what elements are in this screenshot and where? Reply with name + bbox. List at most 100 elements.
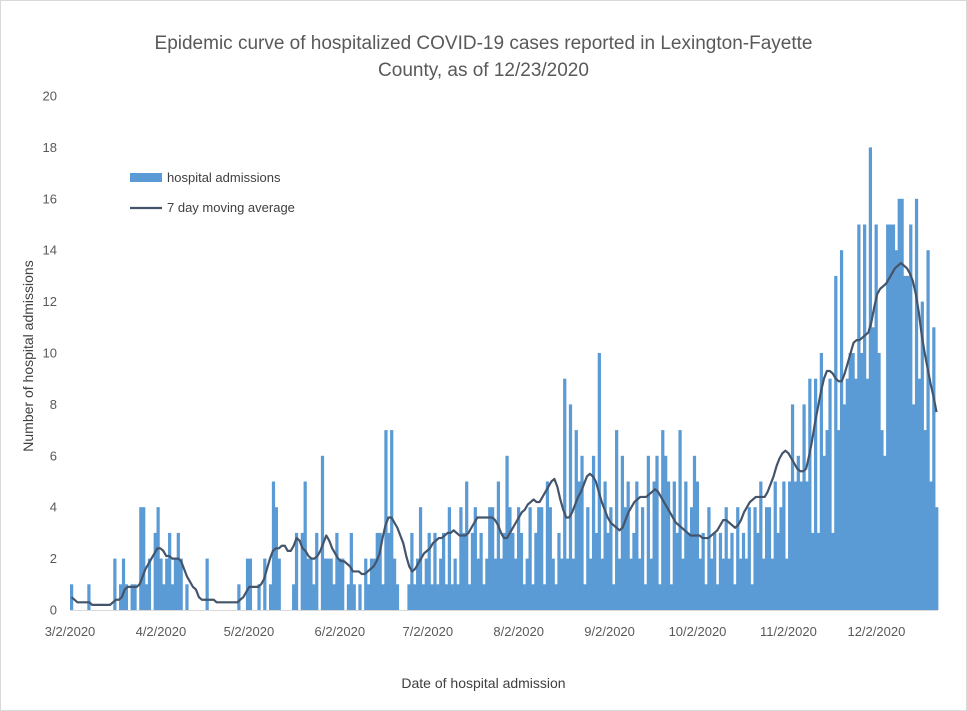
bar [245, 558, 250, 610]
bar [649, 558, 653, 610]
bar [159, 558, 163, 610]
bar [790, 404, 795, 610]
bar [436, 584, 440, 610]
bar [695, 481, 699, 610]
bar [816, 532, 821, 610]
bar [906, 275, 910, 610]
bar [837, 430, 841, 610]
x-tick-label: 4/2/2020 [136, 624, 187, 639]
bar [168, 532, 172, 610]
bar [808, 378, 812, 610]
bar [170, 584, 175, 610]
bar [799, 481, 803, 610]
bar [450, 584, 454, 610]
bar [770, 558, 774, 610]
bar [620, 455, 625, 610]
bar [392, 558, 397, 610]
bar [750, 584, 754, 610]
bar [173, 558, 178, 610]
bar [257, 584, 261, 610]
bar [531, 584, 535, 610]
bar [932, 327, 936, 610]
bar [424, 558, 428, 610]
legend: hospital admissions 7 day moving average [130, 170, 295, 215]
bar [883, 455, 887, 610]
bar [865, 378, 870, 610]
bar [762, 558, 766, 610]
bar [744, 558, 749, 610]
bar [646, 455, 650, 610]
bar [868, 147, 873, 610]
bar [715, 584, 720, 610]
bar [358, 584, 362, 610]
bar [655, 455, 659, 610]
bar [692, 455, 697, 610]
bar [462, 532, 466, 610]
chart-title: Epidemic curve of hospitalized COVID-19 … [0, 30, 967, 84]
moving-average-line [70, 261, 938, 606]
bar-series [70, 147, 939, 611]
bar [352, 584, 356, 610]
bar [903, 275, 907, 610]
bar [176, 532, 180, 610]
bar [338, 558, 342, 610]
bar [554, 584, 558, 610]
bar [571, 558, 575, 610]
x-tick-label: 7/2/2020 [402, 624, 453, 639]
bar [926, 250, 930, 610]
bar [643, 584, 648, 610]
y-tick-label: 14 [43, 243, 57, 258]
bar [537, 507, 541, 610]
bar [378, 532, 382, 610]
bar [629, 558, 633, 610]
bar [764, 507, 769, 610]
bar [525, 558, 529, 610]
bar [511, 532, 515, 610]
bar [664, 455, 668, 610]
bar [332, 584, 336, 610]
bar [522, 584, 526, 610]
bar [395, 584, 400, 610]
bar [698, 558, 702, 610]
y-tick-label: 4 [50, 500, 57, 515]
bar [312, 584, 316, 610]
bar [580, 455, 584, 610]
bar [819, 353, 823, 610]
bar [759, 481, 763, 610]
bar [165, 558, 169, 610]
bar [669, 584, 674, 610]
bar [147, 558, 152, 610]
bar [133, 584, 137, 610]
bar [894, 250, 898, 610]
y-tick-label: 20 [43, 89, 57, 104]
bar [488, 507, 492, 610]
bar [753, 507, 757, 610]
bar [574, 430, 578, 610]
x-tick-label: 12/2/2020 [847, 624, 905, 639]
bar [496, 481, 501, 610]
bar [623, 507, 627, 610]
bar [877, 353, 881, 610]
bar [909, 224, 913, 610]
bar [796, 455, 800, 610]
y-tick-label: 2 [50, 551, 57, 566]
bar [427, 532, 431, 610]
y-tick-label: 6 [50, 448, 57, 463]
bar [589, 558, 593, 610]
bar [491, 507, 495, 610]
bar [736, 507, 740, 610]
bar [687, 532, 691, 610]
bar [548, 507, 552, 610]
bar [349, 532, 353, 610]
x-tick-label: 10/2/2020 [669, 624, 727, 639]
bar [617, 558, 622, 610]
bar [335, 532, 339, 610]
bar [733, 584, 737, 610]
bar [470, 532, 475, 610]
bar [263, 558, 267, 610]
bar [756, 532, 760, 610]
bar [364, 558, 368, 610]
bar [606, 532, 610, 610]
bar [130, 584, 134, 610]
